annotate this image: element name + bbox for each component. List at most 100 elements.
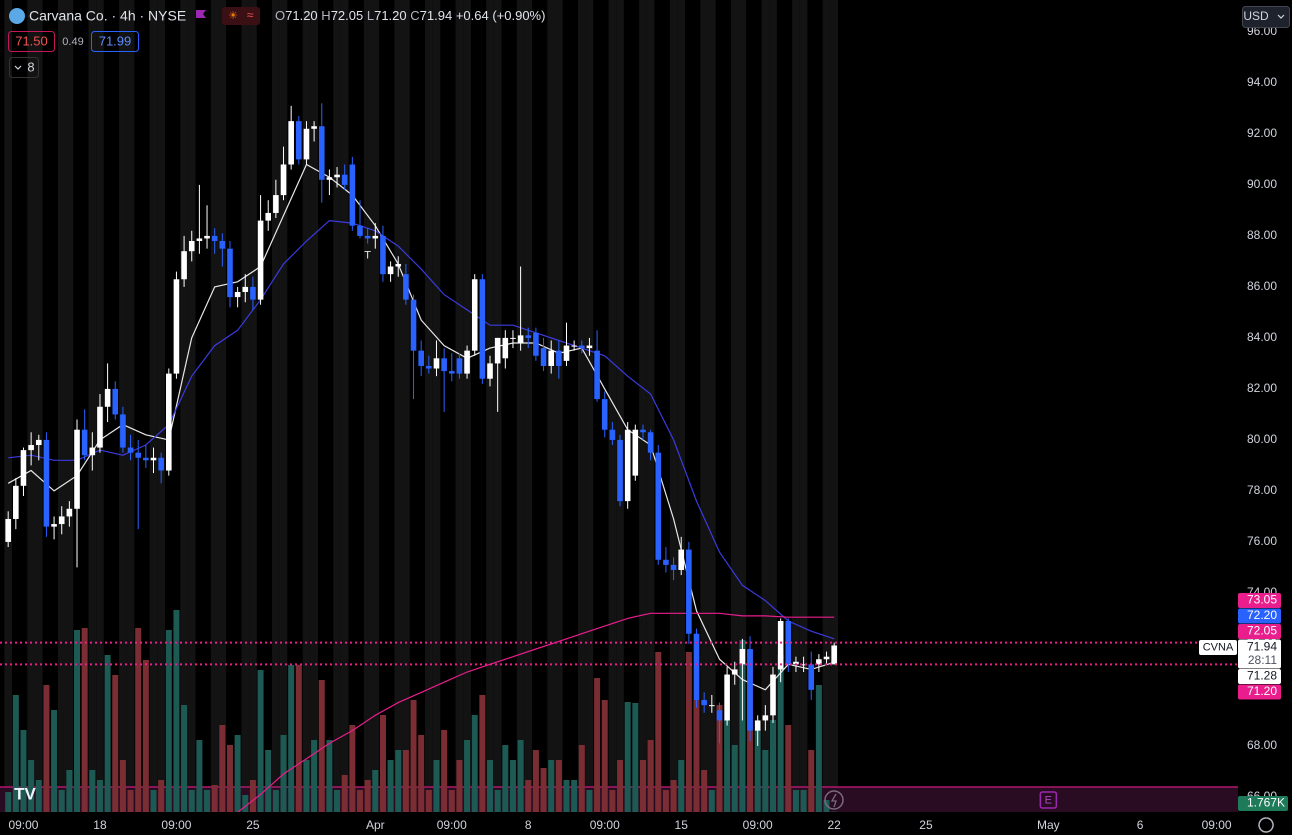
volume-bar bbox=[372, 770, 379, 812]
session-stripe bbox=[340, 0, 349, 787]
session-stripe bbox=[463, 0, 471, 787]
price-label-box bbox=[1238, 639, 1281, 669]
volume-bar bbox=[685, 652, 692, 812]
candle-body bbox=[219, 240, 226, 249]
volume-bar bbox=[754, 730, 761, 812]
overlays: TE bbox=[0, 249, 1238, 809]
candle-body bbox=[273, 195, 279, 213]
volume-bar bbox=[464, 740, 471, 812]
session-stripe bbox=[547, 0, 556, 787]
session-stripe bbox=[279, 0, 288, 787]
x-tick-label: 09:00 bbox=[590, 818, 620, 832]
volume-bar bbox=[257, 670, 264, 812]
x-tick-label: 09:00 bbox=[743, 818, 773, 832]
volume-bar bbox=[295, 665, 302, 812]
x-tick-label: 22 bbox=[827, 818, 841, 832]
ohlc-key: O bbox=[275, 8, 285, 23]
moving-average bbox=[8, 219, 835, 640]
symbol-title[interactable]: Carvana Co. · 4h · NYSE bbox=[29, 8, 186, 24]
symbol-tag: CVNA bbox=[1203, 641, 1234, 653]
volume-bar bbox=[716, 705, 723, 812]
volume-bar bbox=[28, 760, 35, 812]
candle-body bbox=[525, 335, 532, 338]
volume-bar bbox=[349, 725, 356, 812]
volume-bar bbox=[494, 790, 501, 812]
volume-bar bbox=[502, 745, 509, 812]
volume-bar bbox=[51, 710, 58, 812]
candle-body bbox=[647, 432, 654, 453]
session-stripe bbox=[738, 0, 747, 787]
volume-bar bbox=[35, 780, 42, 812]
candle-body bbox=[578, 345, 585, 349]
candle-body bbox=[777, 620, 784, 670]
volume-bar bbox=[724, 720, 731, 812]
session-stripe bbox=[157, 0, 165, 787]
volume-bar bbox=[548, 760, 555, 812]
session-stripe bbox=[218, 0, 227, 787]
symbol-logo[interactable] bbox=[9, 8, 25, 24]
volume-bar bbox=[555, 760, 562, 812]
candle-body bbox=[502, 337, 509, 359]
volume-bar bbox=[655, 652, 662, 812]
volume-bar bbox=[701, 770, 708, 812]
y-tick-label: 88.00 bbox=[1247, 228, 1277, 242]
candle-body bbox=[120, 414, 126, 448]
moving-averages bbox=[7, 163, 835, 812]
volume-bar bbox=[662, 790, 669, 812]
volume-bar bbox=[135, 628, 142, 812]
candle-body bbox=[724, 674, 730, 721]
candle-body bbox=[655, 452, 662, 560]
settings-icon[interactable] bbox=[1258, 817, 1274, 833]
volume-bar bbox=[20, 730, 27, 812]
volume-bar bbox=[334, 790, 341, 812]
ohlc-value: 71.20 bbox=[374, 8, 407, 23]
session-stripe bbox=[516, 0, 525, 787]
indicators-toggle[interactable] bbox=[9, 57, 39, 78]
session-stripe bbox=[249, 0, 257, 787]
flag-icon[interactable] bbox=[196, 10, 206, 18]
candle-body bbox=[127, 447, 134, 453]
y-tick-label: 68.00 bbox=[1247, 738, 1277, 752]
candle-body bbox=[403, 274, 409, 300]
event-icon[interactable] bbox=[824, 790, 844, 810]
price-label: 72.20 bbox=[1247, 608, 1277, 622]
session-icons[interactable] bbox=[222, 7, 260, 25]
candle-body bbox=[20, 450, 27, 486]
buy-button[interactable] bbox=[91, 31, 139, 52]
volume-bar bbox=[678, 760, 685, 812]
volume-bar bbox=[441, 730, 448, 812]
x-tick-label: 09:00 bbox=[437, 818, 467, 832]
candle-body bbox=[433, 358, 440, 369]
candle-body bbox=[257, 220, 264, 300]
session-stripe bbox=[272, 0, 280, 787]
volume-bar bbox=[89, 770, 96, 812]
sell-button[interactable] bbox=[8, 31, 55, 52]
candle-body bbox=[158, 457, 164, 471]
tv-logo[interactable]: TV bbox=[14, 784, 36, 803]
ohlc-change: +0.64 (+0.90%) bbox=[456, 8, 546, 23]
volume-bar bbox=[272, 790, 279, 812]
earnings-marker: E bbox=[1045, 794, 1052, 806]
volume-bar bbox=[708, 790, 715, 812]
volume-bar bbox=[433, 760, 440, 812]
candle-body bbox=[143, 457, 149, 461]
currency-button[interactable] bbox=[1242, 6, 1290, 28]
candle-body bbox=[150, 457, 157, 461]
volume-bar bbox=[104, 655, 111, 812]
volume-bar bbox=[586, 790, 593, 812]
session-stripe bbox=[769, 0, 777, 787]
candle-body bbox=[418, 350, 424, 366]
x-tick-label: 8 bbox=[525, 818, 532, 832]
x-tick-label: 09:00 bbox=[1202, 818, 1232, 832]
candles bbox=[5, 103, 837, 746]
volume-bar bbox=[739, 640, 746, 812]
volume-label-box bbox=[1238, 796, 1288, 811]
candle-body bbox=[89, 447, 96, 456]
session-stripe bbox=[210, 0, 219, 787]
bid-price: 71.50 bbox=[15, 33, 48, 48]
volume-bar bbox=[165, 630, 172, 812]
volume-bar bbox=[318, 680, 325, 812]
candle-body bbox=[471, 279, 478, 351]
